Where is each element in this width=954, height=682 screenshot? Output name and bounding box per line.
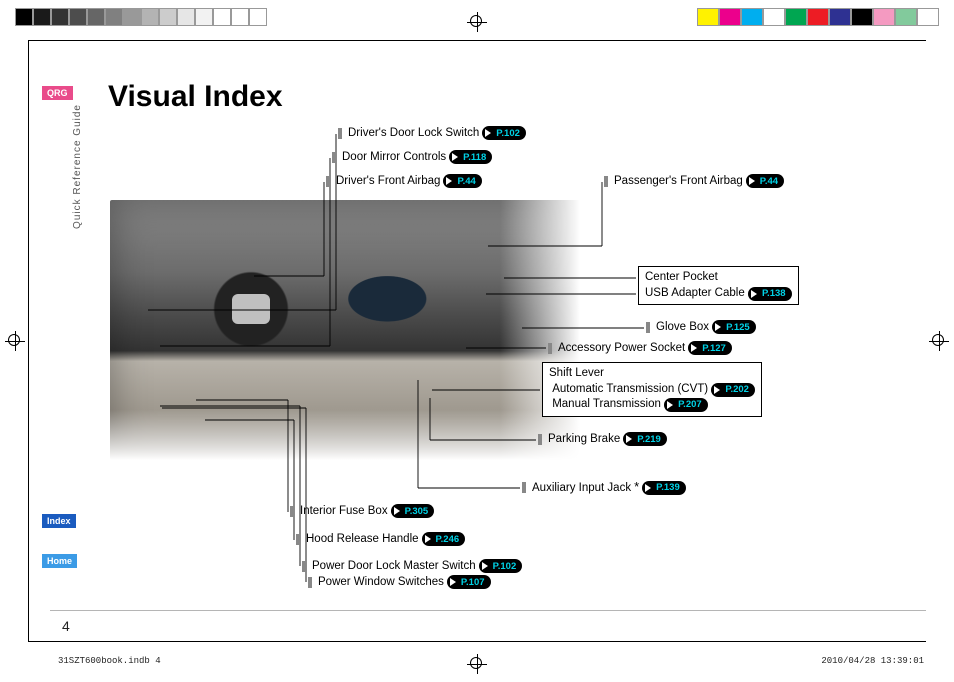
page-ref-link[interactable]: P.305 [391, 504, 435, 518]
callout-label: Hood Release Handle [306, 533, 419, 545]
callout-hood-release: Hood Release Handle P.246 [296, 532, 465, 546]
callout-label: Power Window Switches [318, 576, 444, 588]
footer-filename: 31SZT600book.indb 4 [58, 656, 161, 666]
page-ref-link[interactable]: P.102 [479, 559, 523, 573]
callout-label: Interior Fuse Box [300, 505, 388, 517]
tick-icon [302, 561, 306, 572]
callout-power-window: Power Window Switches P.107 [308, 575, 491, 589]
tick-icon [296, 534, 300, 545]
callout-label: Power Door Lock Master Switch [312, 560, 476, 572]
page-ref-link[interactable]: P.246 [422, 532, 466, 546]
tick-icon [308, 577, 312, 588]
page-number: 4 [62, 618, 70, 634]
callout-interior-fuse: Interior Fuse Box P.305 [290, 504, 434, 518]
footer-timestamp: 2010/04/28 13:39:01 [821, 656, 924, 666]
page-footer-rule [50, 610, 926, 611]
tick-icon [290, 506, 294, 517]
callout-power-door-lock: Power Door Lock Master Switch P.102 [302, 559, 522, 573]
page-ref-link[interactable]: P.107 [447, 575, 491, 589]
